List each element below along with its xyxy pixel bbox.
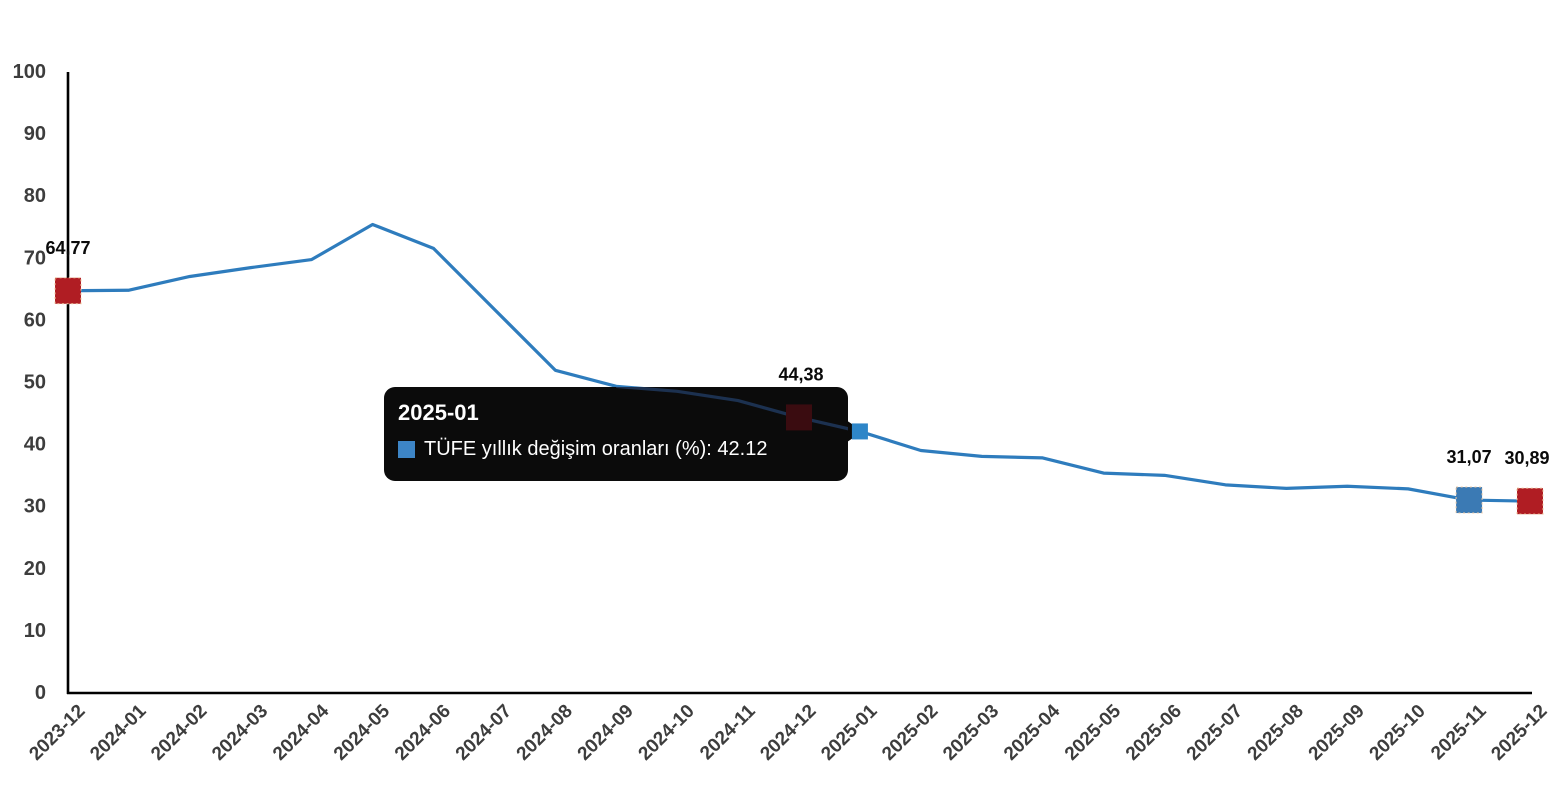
x-tick-label: 2025-03 [939, 701, 1003, 765]
y-tick-label: 70 [24, 247, 46, 269]
x-tick-label: 2025-10 [1366, 701, 1430, 765]
x-tick-label: 2024-11 [696, 700, 760, 764]
x-tick-label: 2025-01 [817, 700, 881, 764]
x-tick-label: 2024-02 [147, 701, 211, 765]
x-tick-label: 2025-06 [1122, 701, 1186, 765]
x-tick-label: 2024-04 [269, 700, 333, 764]
x-tick-label: 2024-10 [635, 701, 699, 765]
x-tick-label: 2024-01 [86, 700, 150, 764]
tooltip-series-text: TÜFE yıllık değişim oranları (%): 42.12 [424, 438, 768, 460]
x-tick-label: 2025-08 [1244, 701, 1308, 765]
y-tick-label: 60 [24, 309, 46, 331]
tooltip-series-swatch-icon [398, 440, 415, 458]
y-tick-label: 90 [24, 123, 46, 145]
y-tick-label: 10 [24, 620, 46, 642]
y-tick-label: 80 [24, 185, 46, 207]
data-point-marker[interactable] [1455, 486, 1483, 514]
tooltip-series-row: TÜFE yıllık değişim oranları (%): 42.12 [398, 438, 834, 460]
data-point-marker[interactable] [1516, 487, 1544, 515]
x-tick-label: 2024-09 [574, 701, 638, 765]
data-point-label: 30,89 [1504, 448, 1549, 468]
x-tick-label: 2024-03 [208, 701, 272, 765]
x-tick-label: 2024-06 [391, 701, 455, 765]
x-tick-label: 2024-08 [513, 701, 577, 765]
x-tick-label: 2025-09 [1305, 701, 1369, 765]
data-point-label: 31,07 [1447, 447, 1492, 467]
y-tick-label: 50 [24, 372, 46, 394]
x-tick-label: 2025-11 [1427, 700, 1491, 764]
x-tick-label: 2025-02 [878, 701, 942, 765]
x-tick-label: 2025-07 [1183, 701, 1247, 765]
x-tick-label: 2024-12 [756, 701, 820, 765]
y-tick-label: 100 [13, 61, 46, 83]
data-point-label: 44,38 [778, 364, 823, 384]
y-tick-label: 40 [24, 434, 46, 456]
tooltip-title: 2025-01 [398, 400, 479, 425]
x-tick-label: 2023-12 [25, 701, 89, 765]
x-tick-label: 2025-05 [1061, 700, 1125, 764]
data-point-marker[interactable] [54, 277, 82, 305]
y-tick-label: 20 [24, 558, 46, 580]
data-point-label: 64,77 [45, 238, 90, 258]
x-tick-label: 2024-05 [330, 700, 394, 764]
tooltip: 2025-01 TÜFE yıllık değişim oranları (%)… [384, 387, 848, 481]
x-tick-label: 2025-12 [1487, 701, 1551, 765]
x-tick-label: 2025-04 [1000, 700, 1064, 764]
y-tick-label: 30 [24, 496, 46, 518]
x-tick-label: 2024-07 [452, 701, 516, 765]
y-tick-label: 0 [35, 682, 46, 704]
